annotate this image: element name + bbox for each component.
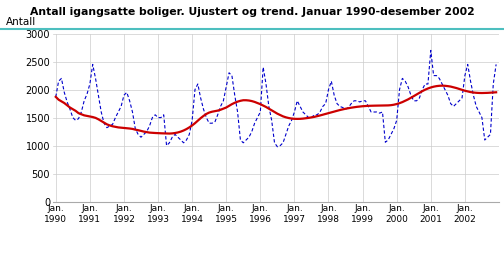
Antall boliger, trend xyxy=(53,95,59,99)
Antall boliger, ujustert xyxy=(317,110,323,114)
Antall boliger, ujustert xyxy=(428,49,434,52)
Antall boliger, ujustert xyxy=(218,105,224,108)
Antall boliger, trend xyxy=(163,132,169,135)
Antall boliger, ujustert xyxy=(274,145,280,148)
Antall boliger, trend xyxy=(220,107,226,110)
Line: Antall boliger, ujustert: Antall boliger, ujustert xyxy=(56,50,496,147)
Antall boliger, trend xyxy=(411,94,417,98)
Antall boliger, trend xyxy=(166,132,172,135)
Antall boliger, trend xyxy=(493,91,499,94)
Antall boliger, trend xyxy=(359,104,365,108)
Antall boliger, ujustert xyxy=(359,99,365,102)
Text: Antall igangsatte boliger. Ujustert og trend. Januar 1990-desember 2002: Antall igangsatte boliger. Ujustert og t… xyxy=(30,7,474,17)
Text: Antall: Antall xyxy=(6,17,36,27)
Antall boliger, ujustert xyxy=(53,95,59,99)
Antall boliger, ujustert xyxy=(411,99,417,102)
Antall boliger, ujustert xyxy=(493,63,499,66)
Antall boliger, trend xyxy=(237,99,243,102)
Antall boliger, trend xyxy=(317,114,323,117)
Antall boliger, ujustert xyxy=(163,144,169,147)
Antall boliger, ujustert xyxy=(234,110,240,114)
Antall boliger, trend xyxy=(439,84,445,87)
Line: Antall boliger, trend: Antall boliger, trend xyxy=(56,86,496,134)
